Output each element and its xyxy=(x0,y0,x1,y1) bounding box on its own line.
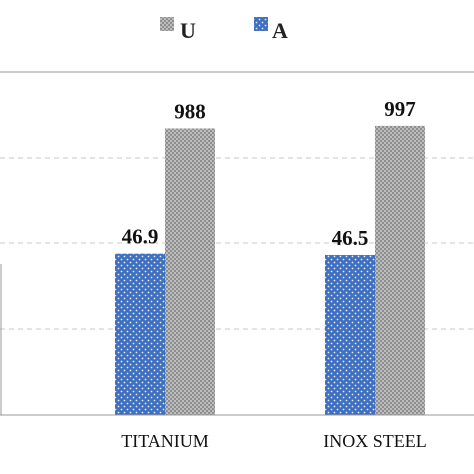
legend-swatch-a xyxy=(254,17,268,31)
bar-u-titanium xyxy=(165,128,215,416)
bar-a-titanium xyxy=(115,253,165,415)
legend-swatch-u xyxy=(160,17,174,31)
data-label-a-inox-steel: 46.5 xyxy=(332,226,369,250)
x-tick-label-titanium: TITANIUM xyxy=(121,431,209,451)
legend-label-a: A xyxy=(272,18,288,43)
data-label-u-inox-steel: 997 xyxy=(384,97,416,121)
bar-a-inox-steel xyxy=(325,255,375,415)
legend-label-u: U xyxy=(180,18,196,43)
gridlines xyxy=(0,157,474,330)
data-label-a-titanium: 46.9 xyxy=(122,225,159,249)
data-label-u-titanium: 988 xyxy=(174,99,206,123)
legend: U A xyxy=(160,17,288,43)
x-tick-label-inox-steel: INOX STEEL xyxy=(323,431,426,451)
bar-u-inox-steel xyxy=(375,125,425,416)
bars: 988 46.9 997 46.5 xyxy=(115,97,425,416)
